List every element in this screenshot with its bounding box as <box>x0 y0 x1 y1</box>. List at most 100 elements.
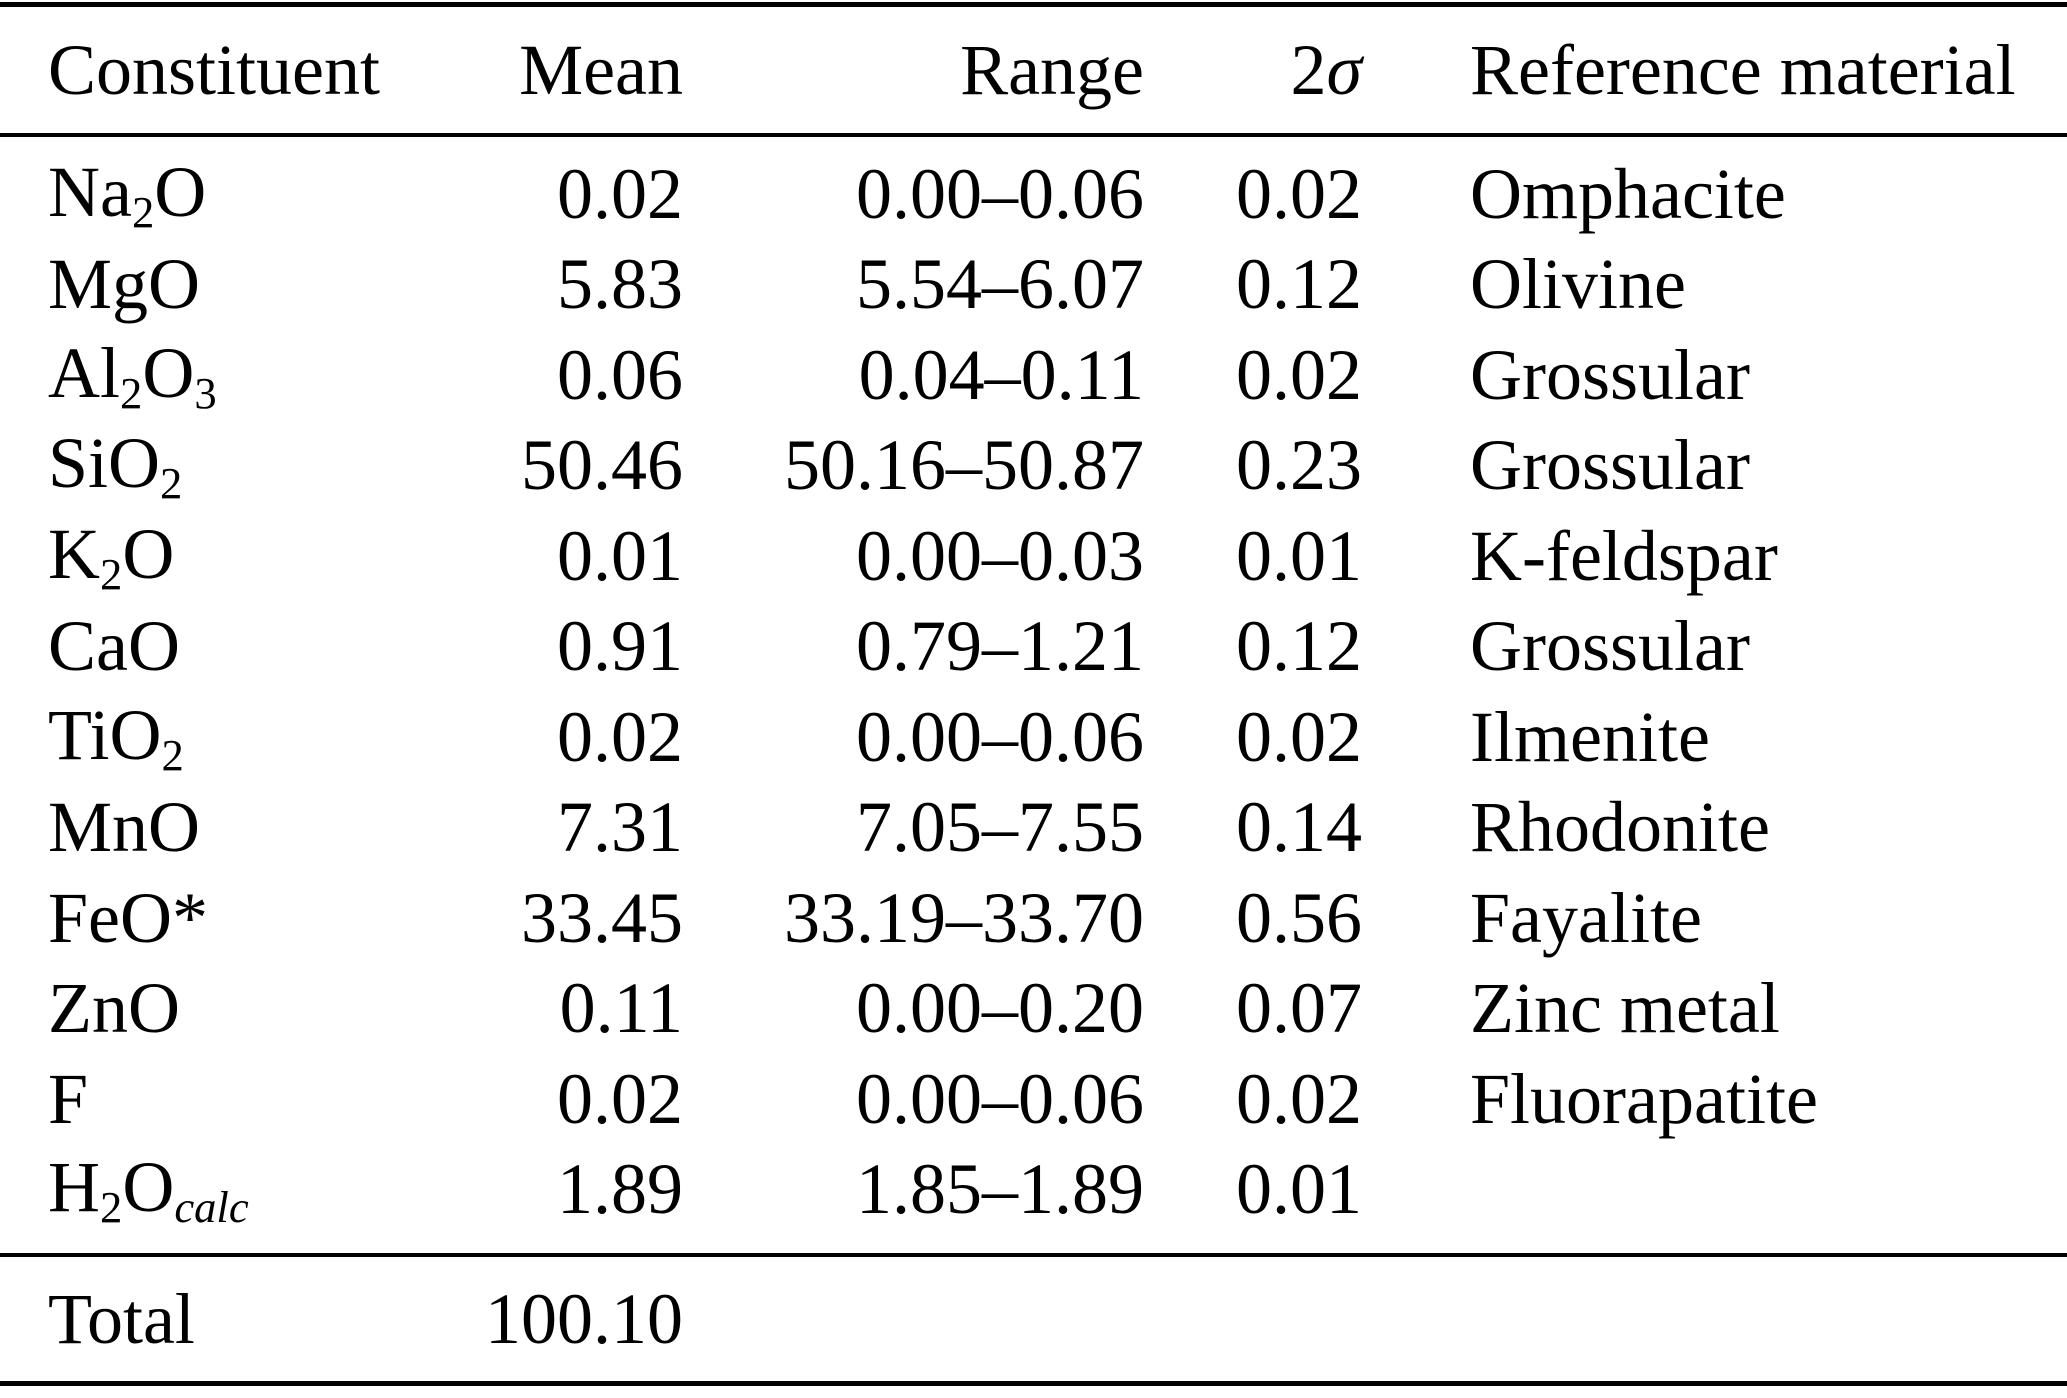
two-sigma-cell: 0.12 <box>1236 606 1362 687</box>
formula-subscript: 2 <box>131 186 155 237</box>
table-row: Al2O3 0.06 0.04–0.11 0.02 Grossular <box>0 330 2067 421</box>
table-header-row: Constituent Mean Range 2σ Reference mate… <box>0 7 2067 133</box>
range-cell: 5.54–6.07 <box>856 244 1144 325</box>
two-sigma-cell: 0.01 <box>1236 1149 1362 1230</box>
table-row: ZnO 0.11 0.00–0.20 0.07 Zinc metal <box>0 964 2067 1055</box>
mean-cell: 7.31 <box>557 787 683 868</box>
reference-cell: K-feldspar <box>1470 515 1778 596</box>
top-rule <box>0 2 2067 7</box>
sigma-symbol: σ <box>1326 29 1362 110</box>
formula-text: F <box>48 1058 89 1139</box>
reference-cell: Fluorapatite <box>1470 1058 1818 1139</box>
formula-subscript: 2 <box>160 458 183 509</box>
formula-subscript: 2 <box>100 1182 123 1233</box>
table-row: MgO 5.83 5.54–6.07 0.12 Olivine <box>0 240 2067 331</box>
sigma-coefficient: 2 <box>1290 29 1327 110</box>
mean-cell: 0.11 <box>559 968 683 1049</box>
mean-cell: 0.01 <box>557 515 683 596</box>
header-rule <box>0 133 2067 137</box>
constituent-cell: ZnO <box>0 967 470 1050</box>
formula-subscript: 2 <box>120 367 143 418</box>
range-cell: 33.19–33.70 <box>784 877 1144 958</box>
reference-cell: Ilmenite <box>1470 696 1710 777</box>
formula-text: MnO <box>48 787 201 868</box>
total-row: Total 100.10 <box>0 1257 2067 1381</box>
formula-text: Na <box>48 151 132 232</box>
constituent-cell: FeO* <box>0 877 470 960</box>
two-sigma-cell: 0.14 <box>1236 787 1362 868</box>
formula-text: O <box>142 332 195 413</box>
constituent-cell: H2Ocalc <box>0 1146 470 1233</box>
two-sigma-cell: 0.23 <box>1236 425 1362 506</box>
table-row: H2Ocalc 1.89 1.85–1.89 0.01 <box>0 1145 2067 1236</box>
table-row: TiO2 0.02 0.00–0.06 0.02 Ilmenite <box>0 692 2067 783</box>
mean-cell: 0.06 <box>557 334 683 415</box>
total-rule <box>0 1253 2067 1257</box>
range-cell: 0.00–0.06 <box>856 153 1144 234</box>
constituent-cell: MgO <box>0 243 470 326</box>
constituent-cell: F <box>0 1058 470 1141</box>
range-cell: 7.05–7.55 <box>856 787 1144 868</box>
constituent-cell: CaO <box>0 605 470 688</box>
formula-text: K <box>48 513 100 594</box>
mean-cell: 0.91 <box>557 606 683 687</box>
formula-text: Al <box>48 332 120 413</box>
formula-text: O <box>122 1147 175 1228</box>
table-row: F 0.02 0.00–0.06 0.02 Fluorapatite <box>0 1054 2067 1145</box>
formula-subscript: 2 <box>100 548 123 599</box>
two-sigma-cell: 0.02 <box>1236 334 1362 415</box>
formula-text: ZnO <box>48 968 180 1049</box>
formula-subscript-italic: calc <box>174 1182 249 1233</box>
formula-text: FeO* <box>48 877 208 958</box>
column-header-range: Range <box>960 29 1144 110</box>
total-label: Total <box>48 1278 195 1359</box>
range-cell: 0.00–0.20 <box>856 968 1144 1049</box>
formula-text: TiO <box>48 694 162 775</box>
range-cell: 0.00–0.03 <box>856 515 1144 596</box>
range-cell: 0.00–0.06 <box>856 696 1144 777</box>
formula-text: MgO <box>48 244 201 325</box>
formula-text: O <box>122 513 175 594</box>
table-row: SiO2 50.46 50.16–50.87 0.23 Grossular <box>0 421 2067 512</box>
reference-cell: Fayalite <box>1470 877 1702 958</box>
column-header-reference: Reference material <box>1470 29 2016 110</box>
two-sigma-cell: 0.02 <box>1236 696 1362 777</box>
reference-cell: Omphacite <box>1470 153 1786 234</box>
mean-cell: 1.89 <box>557 1149 683 1230</box>
table-row: FeO* 33.45 33.19–33.70 0.56 Fayalite <box>0 873 2067 964</box>
formula-subscript: 3 <box>194 367 217 418</box>
range-cell: 50.16–50.87 <box>784 425 1144 506</box>
mean-cell: 33.45 <box>521 877 683 958</box>
table-row: MnO 7.31 7.05–7.55 0.14 Rhodonite <box>0 783 2067 874</box>
mean-cell: 50.46 <box>521 425 683 506</box>
formula-subscript: 2 <box>161 729 184 780</box>
bottom-rule <box>0 1381 2067 1386</box>
constituent-cell: TiO2 <box>0 694 470 781</box>
reference-cell: Zinc metal <box>1470 968 1780 1049</box>
mean-cell: 0.02 <box>557 1058 683 1139</box>
range-cell: 0.00–0.06 <box>856 1058 1144 1139</box>
table-row: CaO 0.91 0.79–1.21 0.12 Grossular <box>0 602 2067 693</box>
table-row: Na2O 0.02 0.00–0.06 0.02 Omphacite <box>0 149 2067 240</box>
column-header-constituent: Constituent <box>48 29 381 110</box>
constituent-cell: MnO <box>0 786 470 869</box>
formula-text: SiO <box>48 423 161 504</box>
range-cell: 0.04–0.11 <box>858 334 1144 415</box>
column-header-mean: Mean <box>519 29 683 110</box>
two-sigma-cell: 0.56 <box>1236 877 1362 958</box>
two-sigma-cell: 0.02 <box>1236 1058 1362 1139</box>
two-sigma-cell: 0.01 <box>1236 515 1362 596</box>
reference-cell: Grossular <box>1470 425 1750 506</box>
reference-cell: Grossular <box>1470 606 1750 687</box>
two-sigma-cell: 0.07 <box>1236 968 1362 1049</box>
formula-text: CaO <box>48 606 180 687</box>
total-value: 100.10 <box>485 1278 683 1359</box>
range-cell: 0.79–1.21 <box>856 606 1144 687</box>
table-row: K2O 0.01 0.00–0.03 0.01 K-feldspar <box>0 511 2067 602</box>
two-sigma-cell: 0.02 <box>1236 153 1362 234</box>
formula-text: O <box>154 151 207 232</box>
reference-cell: Rhodonite <box>1470 787 1770 868</box>
mean-cell: 0.02 <box>557 696 683 777</box>
constituent-cell: SiO2 <box>0 422 470 509</box>
